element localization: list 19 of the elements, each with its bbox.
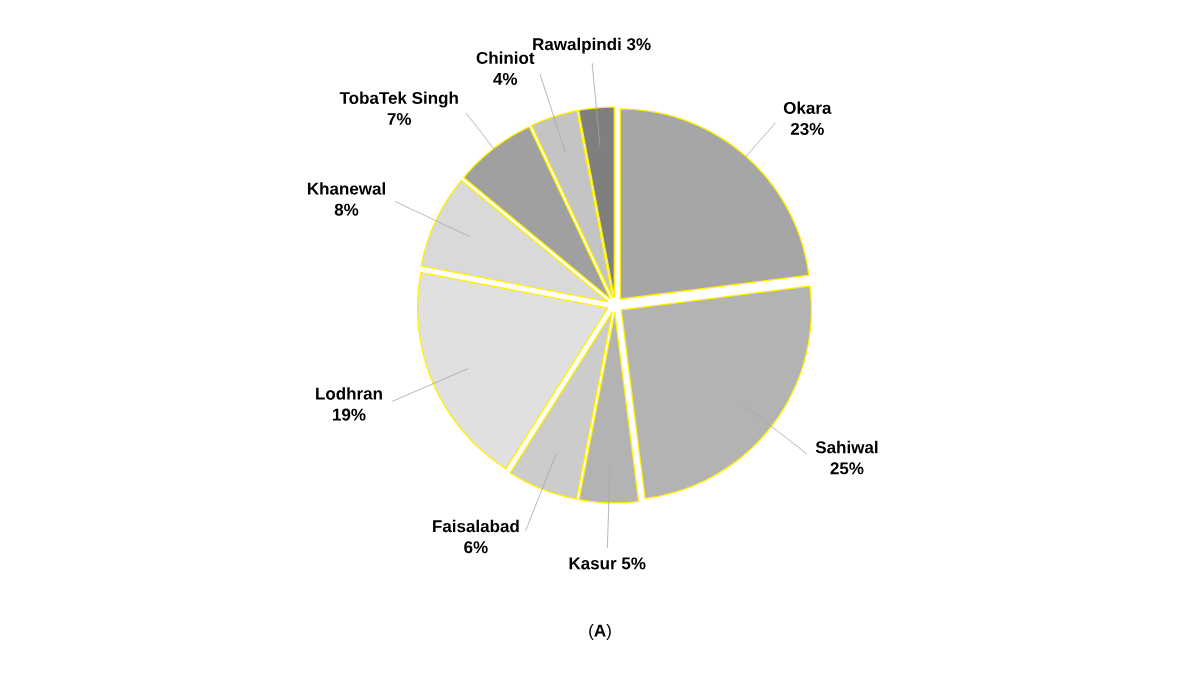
data-label: 19%	[333, 408, 366, 421]
data-label: 5%	[621, 557, 646, 570]
data-label: 7%	[387, 113, 412, 125]
slice-label: Sahiwal	[815, 440, 878, 454]
data-label: 23%	[790, 122, 824, 135]
slice-label: TobaTek Singh	[339, 91, 458, 108]
data-label: 3%	[626, 38, 651, 51]
slice-label: Khanewal	[307, 182, 385, 195]
slice-label: Chiniot	[476, 51, 535, 64]
slice-label: Okara	[783, 101, 832, 114]
data-label: 8%	[334, 203, 359, 216]
slice-label: Kasur	[569, 557, 617, 570]
slice-label: Rawalpindi	[533, 37, 621, 54]
slice-label: Lodhran	[316, 387, 382, 400]
data-label: 6%	[464, 541, 488, 554]
data-label: 4%	[493, 72, 518, 85]
data-label: 25%	[830, 462, 864, 475]
slice-label: Faisalabad	[433, 519, 519, 533]
text: (A)	[589, 624, 611, 640]
